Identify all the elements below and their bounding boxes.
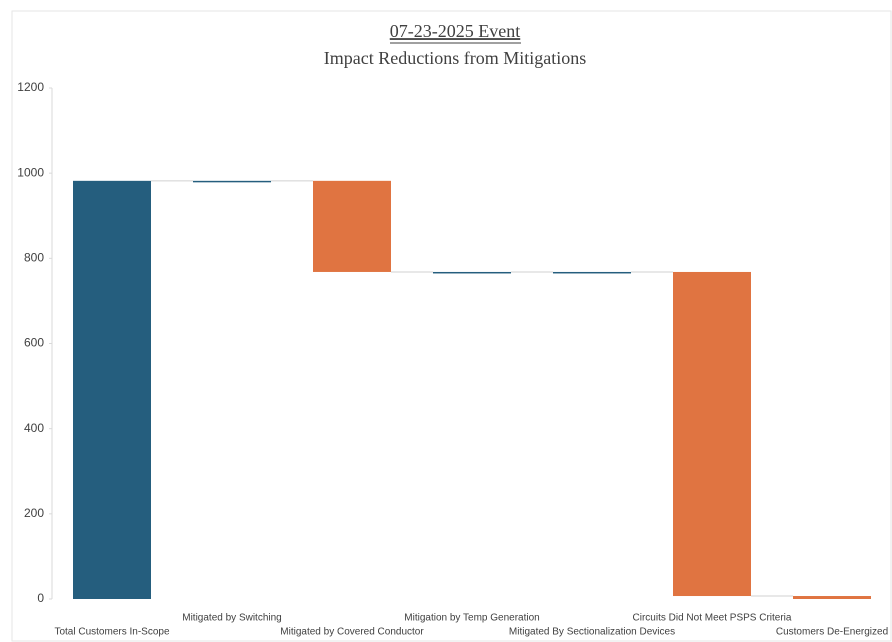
y-tick-label: 0 [37, 591, 44, 605]
y-tick-label: 600 [24, 336, 44, 350]
x-tick-label: Total Customers In-Scope [54, 627, 169, 638]
bar [433, 271, 511, 274]
x-tick-label: Mitigation by Temp Generation [404, 613, 539, 624]
y-tick-label: 800 [24, 251, 44, 265]
x-tick-label: Circuits Did Not Meet PSPS Criteria [633, 613, 792, 624]
x-tick-label: Mitigated By Sectionalization Devices [509, 627, 675, 638]
chart-subtitle: Impact Reductions from Mitigations [324, 48, 586, 68]
y-tick-label: 200 [24, 506, 44, 520]
bar [793, 596, 871, 599]
x-tick-label: Mitigated by Switching [182, 613, 282, 624]
x-tick-label: Mitigated by Covered Conductor [280, 627, 424, 638]
bar [673, 271, 751, 597]
bar [73, 180, 151, 599]
bar [553, 271, 631, 274]
chart-title: 07-23-2025 Event [390, 21, 520, 41]
bar [193, 180, 271, 183]
y-tick-label: 1000 [17, 165, 44, 179]
y-tick-label: 1200 [17, 80, 44, 94]
bar [313, 180, 391, 272]
y-tick-label: 400 [24, 421, 44, 435]
x-tick-label: Customers De-Energized [776, 627, 888, 638]
